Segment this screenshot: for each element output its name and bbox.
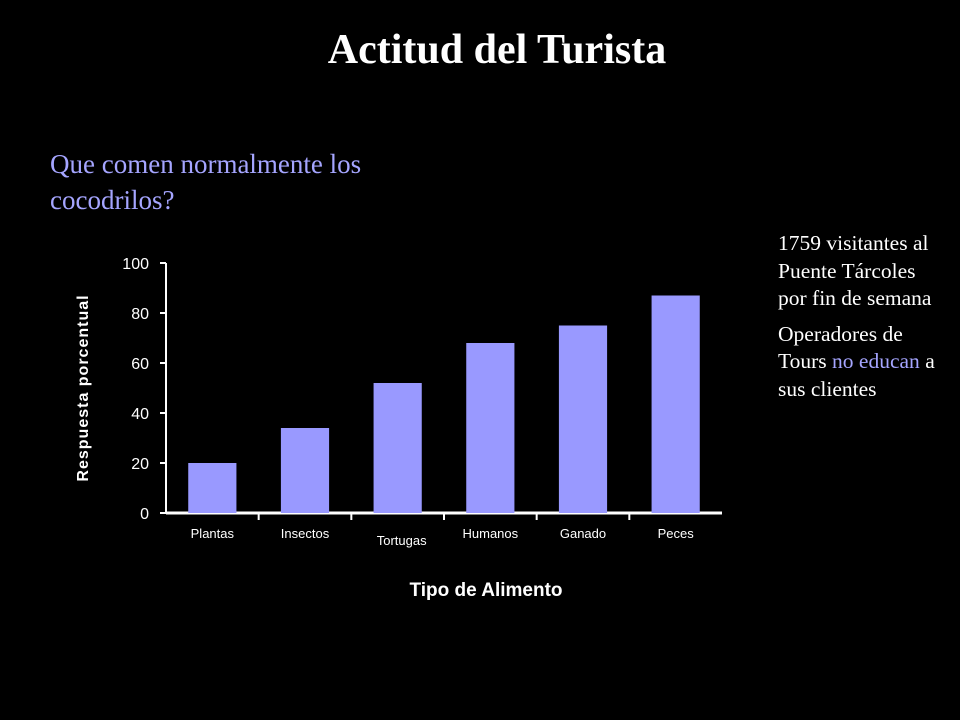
- y-tick-label: 0: [140, 506, 149, 523]
- y-tick-label: 100: [122, 256, 149, 273]
- y-tick-label: 40: [131, 406, 149, 423]
- bar-plantas: [188, 463, 237, 513]
- y-tick-label: 80: [131, 306, 149, 323]
- x-axis-title: Tipo de Alimento: [409, 580, 562, 601]
- x-tick-label: Peces: [658, 526, 695, 541]
- bar-insectos: [280, 428, 330, 513]
- operators-suffix: a sus clientes: [778, 349, 935, 401]
- operators-highlight: no educan: [832, 349, 920, 373]
- operators-prefix: Operadores de Tours: [778, 321, 903, 374]
- question-text: Que comen normalmente los cocodrilos?: [50, 149, 362, 215]
- bar-humanos: [466, 343, 515, 513]
- side-info: 1759 visitantes al Puente Tárcoles por f…: [778, 230, 948, 411]
- visitors-text: 1759 visitantes al Puente Tárcoles por f…: [778, 231, 932, 310]
- y-tick-label: 20: [131, 456, 149, 473]
- operators-text: Operadores de Tours no educan a sus clie…: [778, 321, 948, 404]
- y-tick-label: 60: [131, 356, 149, 373]
- bar-ganado: [558, 325, 608, 513]
- x-tick-label: Humanos: [463, 526, 519, 541]
- bar-peces: [651, 295, 700, 513]
- slide-title: Actitud del Turista: [327, 27, 667, 73]
- y-axis-title: Respuesta porcentual: [75, 294, 92, 481]
- x-tick-label: Ganado: [560, 526, 606, 541]
- bar-tortugas: [373, 383, 422, 513]
- x-tick-label: Insectos: [281, 526, 330, 541]
- x-tick-label: Tortugas: [377, 533, 427, 548]
- x-tick-label: Plantas: [191, 526, 235, 541]
